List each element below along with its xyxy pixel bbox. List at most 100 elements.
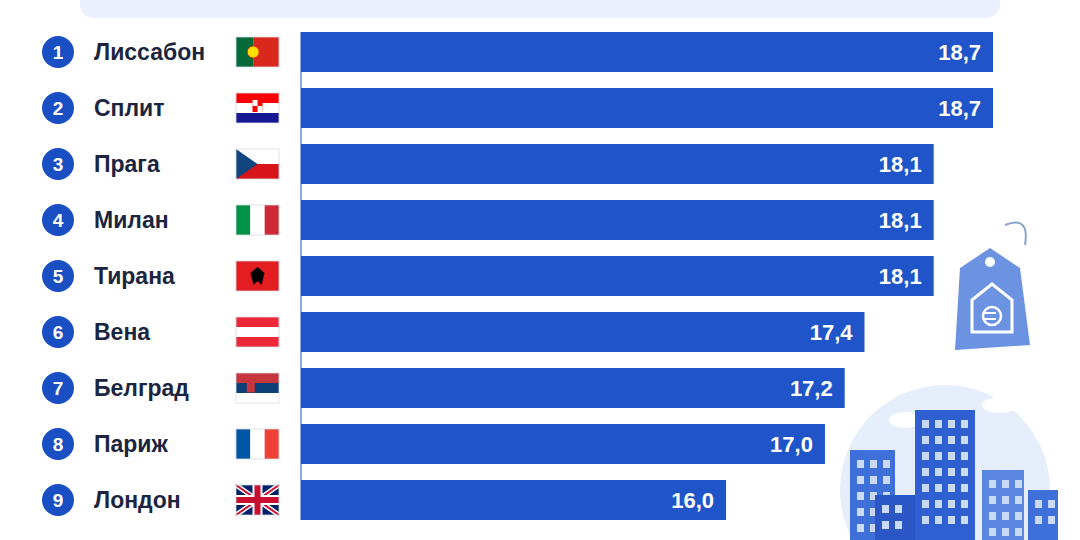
window xyxy=(857,508,864,516)
window xyxy=(948,436,955,444)
flag xyxy=(236,485,279,515)
flag xyxy=(236,373,279,403)
building xyxy=(982,470,1024,540)
rank: 3 xyxy=(53,154,64,175)
data-label: 18,1 xyxy=(879,152,922,177)
flag-border xyxy=(236,149,279,179)
flag-part xyxy=(236,317,279,327)
window xyxy=(1002,496,1009,504)
tag-euro xyxy=(983,307,1001,325)
window xyxy=(1015,512,1022,520)
flag-part xyxy=(236,393,279,403)
window xyxy=(1015,528,1022,536)
window xyxy=(989,528,996,536)
bar xyxy=(301,480,726,520)
flag-part xyxy=(236,149,258,179)
flag-part xyxy=(236,327,279,337)
bar xyxy=(301,32,993,72)
building xyxy=(915,410,975,540)
window xyxy=(1048,500,1055,508)
flag-border xyxy=(236,485,279,515)
flag xyxy=(236,317,279,347)
flag-border xyxy=(236,261,279,291)
rank: 5 xyxy=(53,266,64,287)
flag-part xyxy=(253,100,263,112)
window xyxy=(857,476,864,484)
illustration-bg xyxy=(840,385,1050,540)
window xyxy=(935,468,942,476)
bar xyxy=(301,88,993,128)
window xyxy=(1002,528,1009,536)
tag-string xyxy=(1005,223,1026,246)
bar xyxy=(301,312,864,352)
bar xyxy=(301,368,845,408)
window xyxy=(1015,496,1022,504)
window xyxy=(948,452,955,460)
flag-part xyxy=(251,267,265,285)
window xyxy=(948,420,955,428)
cloud xyxy=(982,397,1018,413)
data-label: 18,7 xyxy=(938,96,981,121)
labels: 1Лиссабон18,72Сплит18,73Прага18,14Милан1… xyxy=(42,36,981,516)
flag xyxy=(236,205,279,235)
flag-part xyxy=(236,485,279,515)
window xyxy=(882,505,889,513)
flag-part xyxy=(236,113,279,123)
bar xyxy=(301,144,934,184)
window xyxy=(935,436,942,444)
rank-badge xyxy=(42,148,74,180)
window xyxy=(870,460,877,468)
bar xyxy=(301,424,825,464)
rank-badge xyxy=(42,484,74,516)
category-label: Лиссабон xyxy=(94,39,205,65)
tag-house xyxy=(972,284,1012,332)
window xyxy=(935,484,942,492)
window xyxy=(922,452,929,460)
rank-badge xyxy=(42,92,74,124)
window xyxy=(895,521,902,529)
window xyxy=(922,484,929,492)
data-label: 18,1 xyxy=(879,208,922,233)
flag-part xyxy=(250,429,264,459)
window xyxy=(935,500,942,508)
window xyxy=(935,516,942,524)
window xyxy=(857,524,864,532)
window xyxy=(989,496,996,504)
flag-part xyxy=(236,337,279,347)
window xyxy=(922,500,929,508)
data-label: 18,1 xyxy=(879,264,922,289)
window xyxy=(883,460,890,468)
window xyxy=(1048,516,1055,524)
tag-hole xyxy=(985,257,995,267)
window xyxy=(895,505,902,513)
category-label: Прага xyxy=(94,151,160,177)
window xyxy=(935,420,942,428)
window xyxy=(1015,480,1022,488)
rank: 1 xyxy=(53,42,64,63)
window xyxy=(1002,512,1009,520)
data-label: 17,0 xyxy=(770,432,813,457)
window xyxy=(922,420,929,428)
category-label: Париж xyxy=(94,431,169,457)
flag-border xyxy=(236,317,279,347)
flag xyxy=(236,37,279,67)
window xyxy=(1035,516,1042,524)
flag-part xyxy=(236,373,279,383)
flag-part xyxy=(265,205,279,235)
window xyxy=(961,468,968,476)
window xyxy=(857,460,864,468)
flag-border xyxy=(236,205,279,235)
data-label: 17,2 xyxy=(790,376,833,401)
flag xyxy=(236,93,279,123)
bars xyxy=(301,32,993,520)
flag-border xyxy=(236,429,279,459)
window xyxy=(922,436,929,444)
data-label: 18,7 xyxy=(938,40,981,65)
window xyxy=(961,436,968,444)
window xyxy=(961,516,968,524)
flag-part xyxy=(253,100,258,106)
rank-badge xyxy=(42,204,74,236)
rank: 2 xyxy=(53,98,64,119)
window xyxy=(989,480,996,488)
window xyxy=(948,500,955,508)
